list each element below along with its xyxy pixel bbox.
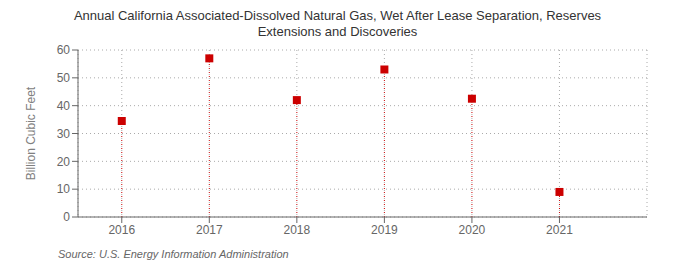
svg-text:0: 0: [63, 210, 70, 224]
svg-text:2017: 2017: [196, 223, 223, 237]
svg-text:20: 20: [57, 155, 71, 169]
html-text:Source: U.S. Energy Informatio: Source: U.S. Energy Information Administ…: [58, 248, 289, 260]
svg-text:10: 10: [57, 182, 71, 196]
svg-text:60: 60: [57, 43, 71, 57]
svg-text:Billion Cubic Feet: Billion Cubic Feet: [24, 86, 38, 180]
svg-text:2021: 2021: [546, 223, 573, 237]
svg-text:30: 30: [57, 127, 71, 141]
html-text:Annual California Associated-D: Annual California Associated-Dissolved N…: [73, 8, 602, 39]
svg-text:50: 50: [57, 71, 71, 85]
svg-text:2019: 2019: [371, 223, 398, 237]
svg-text:40: 40: [57, 99, 71, 113]
svg-text:2020: 2020: [459, 223, 486, 237]
svg-text:2016: 2016: [108, 223, 135, 237]
svg-text:2018: 2018: [283, 223, 310, 237]
